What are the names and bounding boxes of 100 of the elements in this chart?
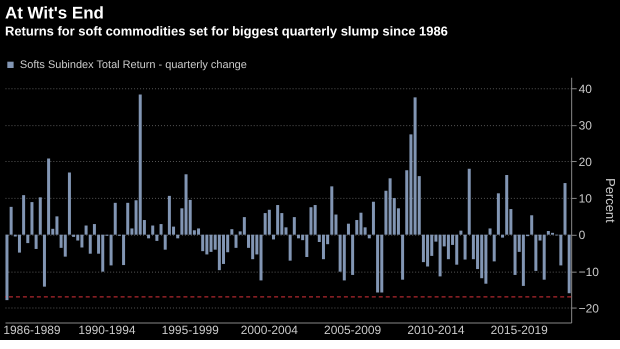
bar: [359, 212, 362, 235]
bar: [426, 234, 430, 267]
bar: [92, 224, 96, 235]
bar: [368, 234, 371, 238]
x-tick-label: 2000-2004: [240, 322, 298, 337]
y-tick-label: 10: [578, 192, 592, 206]
bar: [55, 216, 58, 235]
bar: [34, 234, 38, 249]
bar: [260, 234, 262, 280]
bar: [522, 234, 525, 286]
bar: [114, 202, 117, 235]
bar: [155, 234, 158, 241]
y-tick-label: 40: [578, 82, 592, 96]
bar: [468, 168, 471, 235]
bar: [30, 202, 34, 235]
bar: [276, 205, 280, 235]
bar: [496, 193, 500, 235]
bar: [372, 202, 375, 235]
bar: [492, 234, 496, 262]
bar: [264, 213, 267, 235]
bar: [292, 217, 296, 235]
bar: [218, 234, 221, 270]
x-tick-label: 2010-2014: [407, 322, 465, 337]
bar: [446, 234, 450, 260]
bar: [176, 234, 180, 238]
bar: [64, 234, 67, 257]
bar: [380, 234, 384, 292]
bar: [534, 234, 538, 271]
bar: [201, 234, 204, 252]
bar: [422, 234, 425, 262]
bar: [401, 234, 404, 280]
bar: [559, 234, 562, 266]
bar: [210, 234, 213, 252]
y-tick-label: 30: [578, 118, 592, 132]
bar: [505, 175, 508, 235]
bar: [305, 234, 308, 257]
bar: [138, 94, 142, 235]
bar: [234, 234, 238, 248]
bar: [164, 234, 167, 250]
x-tick-label: 1990-1994: [78, 322, 136, 337]
bar: [251, 234, 254, 260]
bar: [230, 229, 234, 235]
legend-label: Softs Subindex Total Return - quarterly change: [20, 58, 247, 71]
bar: [242, 217, 246, 235]
y-tick-label: −20: [578, 301, 600, 316]
bar: [501, 234, 504, 238]
bar: [564, 183, 567, 235]
bar: [514, 234, 517, 275]
bar: [160, 224, 163, 235]
x-tick-label: 1995-1999: [162, 322, 220, 337]
bar: [122, 234, 126, 266]
chart-title: At Wit's End: [4, 3, 104, 22]
bar: [455, 234, 458, 265]
bar: [268, 210, 271, 235]
y-tick-label: 0: [578, 228, 586, 242]
bar: [484, 234, 488, 284]
bar: [288, 234, 292, 261]
bar: [151, 226, 154, 235]
bar: [296, 234, 300, 238]
bar: [322, 234, 325, 260]
bar: [351, 234, 354, 275]
bar: [330, 186, 334, 235]
bar: [42, 234, 46, 287]
y-axis-title: Percent: [602, 178, 618, 224]
bar: [342, 234, 346, 280]
bar: [542, 234, 546, 280]
bar: [309, 207, 312, 235]
bar: [488, 228, 492, 235]
x-tick-label: 2015-2019: [490, 322, 548, 337]
bar: [18, 234, 21, 253]
bar: [147, 234, 150, 238]
bar: [26, 234, 30, 244]
bar: [47, 158, 50, 235]
bar: [110, 234, 113, 266]
x-tick-label: 1986-1989: [3, 322, 61, 337]
y-tick-label: −10: [578, 264, 600, 279]
bar: [568, 234, 571, 294]
bar: [84, 226, 88, 235]
bar: [459, 230, 462, 235]
bar: [126, 202, 130, 235]
bar: [184, 174, 188, 235]
bar: [438, 234, 442, 276]
bar: [530, 215, 534, 235]
bar: [376, 234, 380, 292]
bar: [38, 197, 42, 235]
bar: [546, 231, 550, 235]
bar: [272, 234, 275, 240]
bar: [197, 228, 200, 235]
bar: [168, 196, 171, 235]
bar: [205, 234, 208, 254]
bar: [68, 172, 71, 235]
y-tick-label: 20: [578, 154, 592, 169]
bar: [388, 178, 392, 235]
chart-subtitle: Returns for soft commodities set for biggest quarterly slump since 1986: [4, 23, 448, 38]
bar: [10, 206, 13, 235]
bar: [80, 234, 84, 248]
bar: [414, 97, 417, 235]
bar: [464, 234, 467, 260]
x-tick-label: 2005-2009: [324, 322, 382, 337]
bar: [22, 195, 26, 235]
